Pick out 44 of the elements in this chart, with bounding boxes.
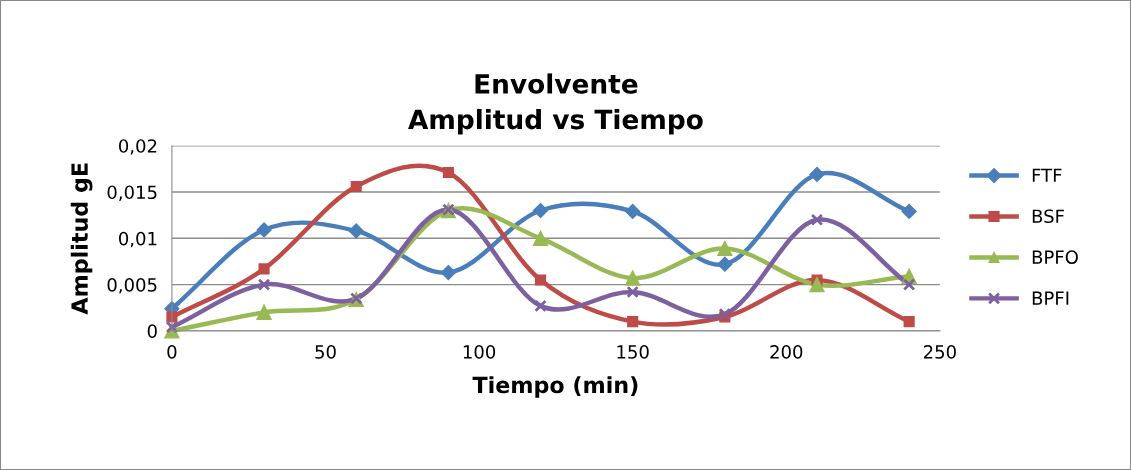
point	[532, 202, 549, 219]
y-tick-label: 0,02	[119, 139, 157, 155]
point	[532, 230, 549, 246]
point	[350, 180, 362, 192]
point	[902, 278, 916, 291]
point	[901, 203, 917, 220]
point	[442, 166, 454, 179]
point	[256, 304, 272, 321]
point	[809, 166, 825, 182]
point	[627, 316, 639, 328]
x-tick-label: 250	[923, 345, 956, 359]
point	[625, 270, 641, 286]
y-tick-label: 0	[147, 324, 157, 338]
y-tick-label: 0,005	[107, 278, 157, 294]
point	[534, 299, 547, 313]
point	[903, 316, 915, 328]
point	[534, 274, 547, 286]
legend-label: BSF	[1032, 209, 1064, 224]
x-tick-label: 100	[463, 345, 496, 359]
point	[440, 264, 456, 281]
point	[256, 222, 272, 238]
point	[257, 278, 271, 291]
x-axis-title: Tiempo (min)	[472, 376, 638, 398]
legend-label: FTF	[1032, 168, 1062, 182]
point	[626, 285, 639, 299]
x-tick-label: 150	[617, 345, 649, 359]
point	[717, 240, 733, 257]
point	[348, 223, 364, 239]
point	[809, 276, 825, 293]
point	[718, 307, 732, 321]
point	[165, 320, 179, 334]
y-tick-label: 0,015	[107, 185, 157, 201]
x-tick-label: 200	[770, 345, 803, 359]
point	[258, 263, 270, 275]
x-tick-label: 0	[167, 345, 177, 359]
x-tick-label: 50	[315, 345, 336, 359]
legend-label: BPFI	[1032, 291, 1069, 305]
point	[625, 203, 641, 220]
legend-label: BPFO	[1032, 250, 1078, 264]
point	[810, 213, 824, 227]
point	[717, 256, 733, 272]
chart-title: Envolvente Amplitud vs Tiempo	[408, 73, 703, 135]
y-tick-label: 0,01	[119, 231, 157, 248]
y-axis-title: Amplitud gE	[70, 163, 93, 315]
